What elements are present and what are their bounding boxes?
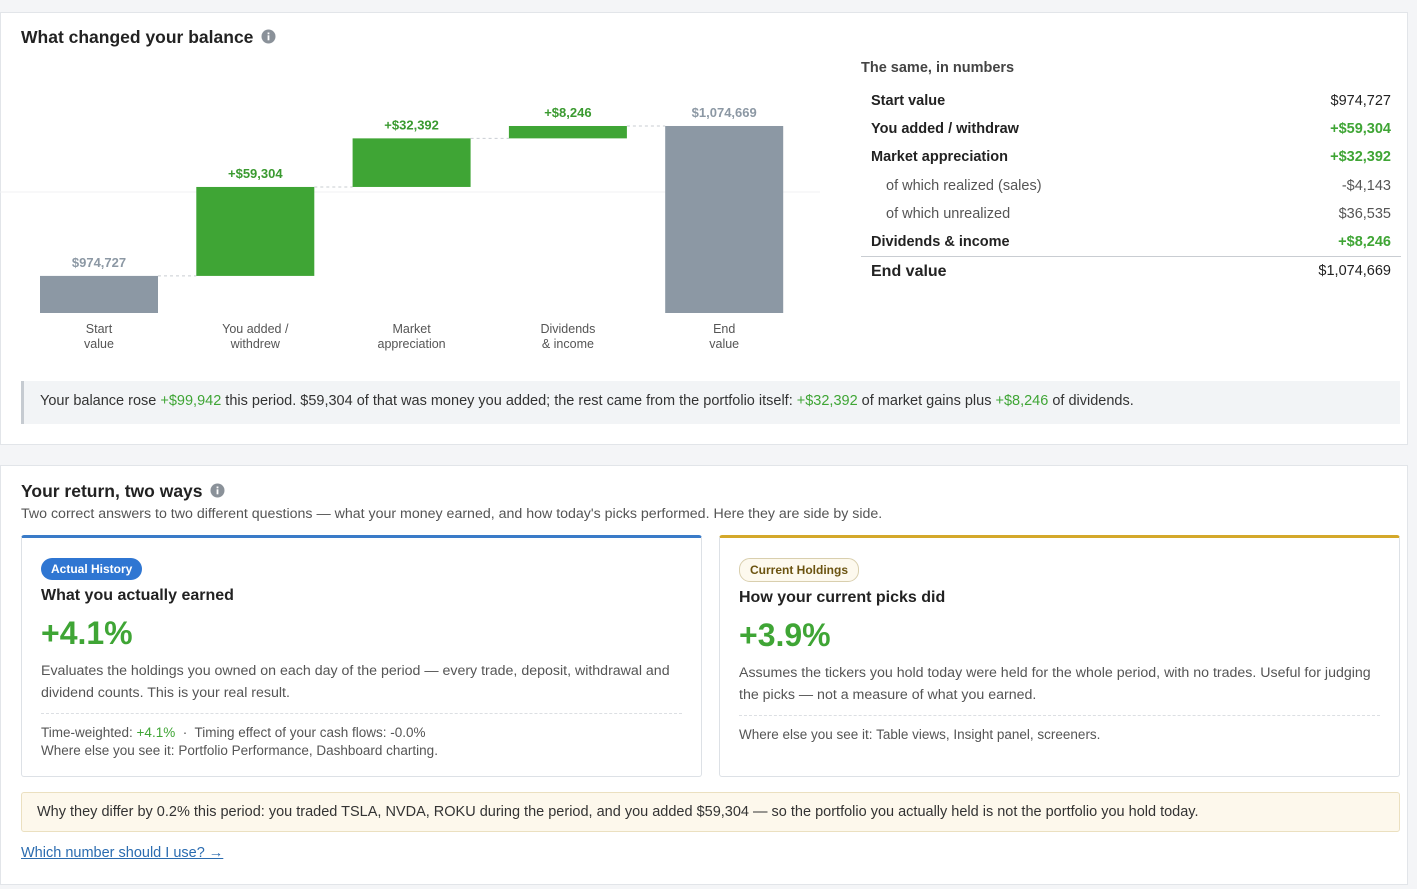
card-footer: Where else you see it: Portfolio Perform… (41, 742, 438, 760)
divider (41, 713, 682, 714)
table-row: Start value $974,727 (861, 88, 1401, 116)
value-label: +$8,246 (544, 105, 591, 120)
total-row: End value $1,074,669 (861, 258, 1401, 286)
return-value: +4.1% (41, 615, 133, 651)
subtitle: Two correct answers to two different que… (21, 506, 883, 522)
info-icon[interactable] (261, 29, 276, 44)
title-text: Your return, two ways (21, 481, 203, 501)
row-value: +$59,304 (1330, 121, 1391, 138)
category-label: Dividends (540, 322, 595, 336)
category-label: End (713, 322, 735, 336)
bar (665, 125, 784, 314)
row-value: +$8,246 (1338, 234, 1391, 250)
card-heading: How your current picks did (739, 589, 946, 606)
row-label: Market appreciation (871, 149, 1008, 166)
text-part: +$32,392 (796, 393, 858, 409)
text-part: +4.1% (136, 725, 176, 740)
summary: Your balance rose +$99,942 this period. … (21, 381, 1400, 424)
title-text: What changed your balance (21, 27, 254, 47)
text-part: · Timing effect of your cash flows: -0.0… (175, 725, 426, 740)
table-row: You added / withdraw +$59,304 (861, 116, 1401, 144)
text-part: +$8,246 (995, 393, 1049, 409)
category-label: Start (86, 322, 113, 336)
card-heading: What you actually earned (41, 587, 234, 604)
note: Why they differ by 0.2% this period: you… (21, 792, 1400, 832)
row-value: +$32,392 (1330, 149, 1391, 166)
card-footer: Where else you see it: Table views, Insi… (739, 726, 1100, 744)
bar (196, 186, 315, 276)
total-divider (861, 256, 1401, 257)
table-row: Dividends & income +$8,246 (861, 229, 1401, 257)
row-label: Dividends & income (871, 234, 1010, 250)
bar (352, 138, 471, 187)
value-label: $1,074,669 (692, 105, 757, 120)
section-title: What changed your balance (21, 27, 276, 48)
text-part: Where else you see it: Portfolio Perform… (41, 743, 438, 758)
bar (508, 125, 627, 139)
text-part: of market gains plus (857, 393, 996, 409)
category-label: value (709, 337, 739, 351)
text-part: Your balance rose (40, 393, 161, 409)
row-value: $36,535 (1338, 205, 1391, 222)
row-label: You added / withdraw (871, 121, 1019, 138)
category-label: & income (542, 337, 594, 351)
card-footer: Time-weighted: +4.1% · Timing effect of … (41, 724, 426, 742)
value-label: $974,727 (72, 255, 126, 270)
help-link[interactable]: Which number should I use? → (21, 845, 224, 861)
total-value: $1,074,669 (1318, 263, 1391, 279)
text-part: of dividends. (1048, 393, 1134, 409)
value-label: +$59,304 (228, 166, 283, 181)
row-label: of which unrealized (886, 205, 1011, 222)
badge: Actual History (41, 558, 143, 580)
text-part: this period. $59,304 of that was money y… (221, 393, 797, 409)
table-title: The same, in numbers (861, 60, 1015, 76)
info-icon[interactable] (210, 483, 225, 498)
return-value: +3.9% (739, 617, 831, 653)
value-label: +$32,392 (384, 117, 439, 132)
table-row: Market appreciation +$32,392 (861, 144, 1401, 172)
table-row: of which realized (sales) -$4,143 (861, 173, 1401, 201)
category-label: You added / (222, 322, 289, 336)
bar (40, 275, 158, 313)
category-label: Market (392, 322, 431, 336)
total-label: End value (871, 263, 947, 280)
card-description: Assumes the tickers you hold today were … (739, 665, 1371, 703)
text-part: Time-weighted: (41, 725, 137, 740)
category-label: value (84, 337, 114, 351)
return-card: Current Holdings How your current picks … (719, 535, 1400, 777)
card-description: Evaluates the holdings you owned on each… (41, 663, 670, 701)
badge: Current Holdings (739, 558, 859, 582)
text-part: +$99,942 (160, 393, 222, 409)
category-label: appreciation (378, 337, 446, 351)
row-value: -$4,143 (1341, 177, 1391, 194)
row-label: of which realized (sales) (886, 177, 1042, 194)
row-label: Start value (871, 93, 946, 109)
divider (739, 715, 1380, 716)
return-card: Actual History What you actually earned … (21, 535, 702, 777)
row-value: $974,727 (1330, 93, 1391, 109)
category-label: withdrew (230, 337, 281, 351)
text-part: Where else you see it: Table views, Insi… (739, 727, 1101, 742)
section-title: Your return, two ways (21, 481, 225, 502)
table-row: of which unrealized $36,535 (861, 201, 1401, 229)
